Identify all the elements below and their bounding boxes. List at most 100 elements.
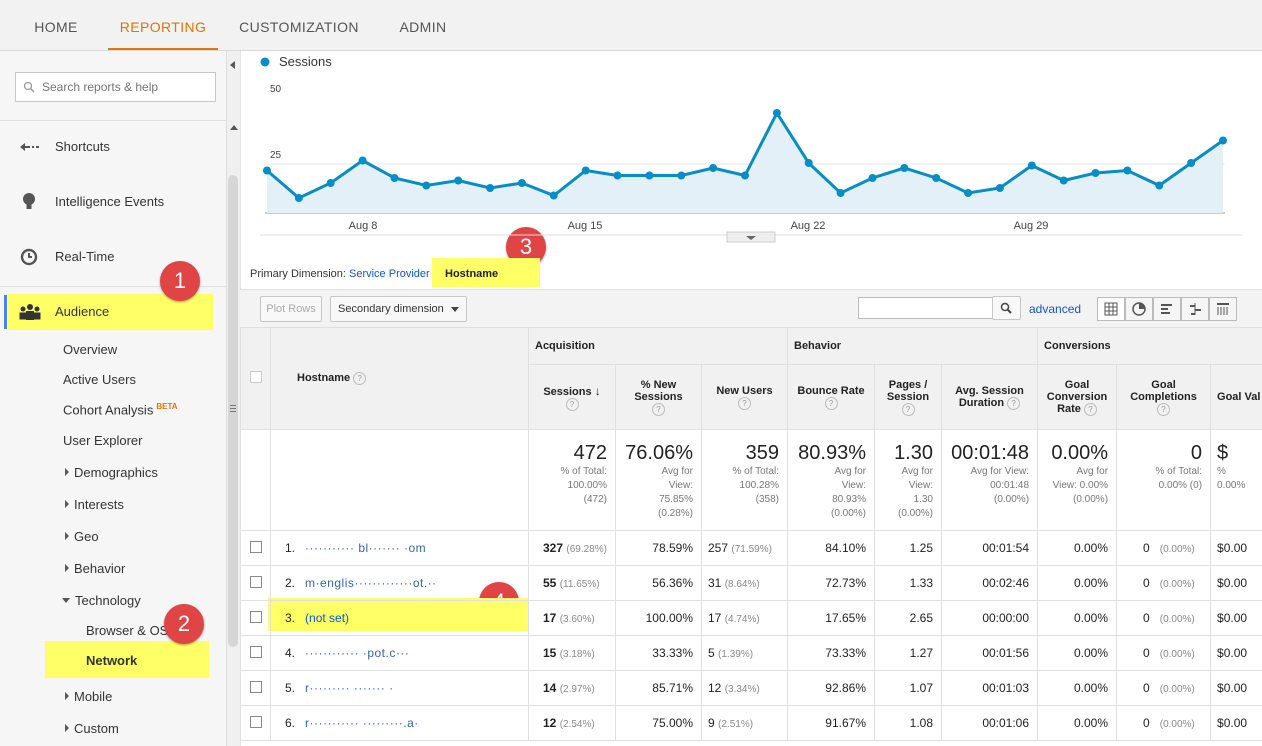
view-compare-button[interactable] [1181,297,1209,321]
sidebar-item-technology[interactable]: Technology [62,593,141,608]
data-point[interactable] [326,179,335,187]
tab-home[interactable]: HOME [34,19,78,35]
data-point[interactable] [517,179,526,187]
data-point[interactable] [358,156,367,165]
table-row[interactable]: 3. (not set) 17 (3.60%) 100.00% 17 (4.74%) 1… [240,600,1262,636]
tab-reporting[interactable]: REPORTING [108,0,218,50]
data-point[interactable] [677,171,686,180]
advanced-link[interactable]: advanced [1029,302,1082,316]
col-pages-session[interactable]: Pages / Session? [874,364,942,430]
table-row[interactable]: 1. ··········· bl······· ·om 327 (69.28%)… [240,530,1262,566]
help-icon[interactable]: ? [1157,402,1171,416]
row-checkbox[interactable] [249,715,262,728]
table-search-input[interactable] [858,297,994,319]
col-new-users[interactable]: New Users? [701,364,788,430]
hostname-link[interactable]: m·englis·············ot.·· [305,576,437,590]
data-point[interactable] [1187,159,1196,167]
help-icon[interactable]: ? [738,396,751,410]
search-input[interactable] [40,79,214,95]
sidebar-item-user-explorer[interactable]: User Explorer [63,433,143,448]
data-point[interactable] [645,171,654,180]
table-search-button[interactable] [992,296,1021,320]
hostname-link[interactable]: ············ ·pot.c··· [305,646,410,660]
data-point[interactable] [294,194,303,202]
help-icon[interactable]: ? [901,402,915,416]
tab-customization[interactable]: CUSTOMIZATION [239,19,359,35]
data-point[interactable] [613,171,622,180]
data-point[interactable] [1091,169,1100,177]
col-new-sessions[interactable]: % New Sessions? [615,364,702,430]
data-point[interactable] [772,109,781,117]
plot-rows-button[interactable]: Plot Rows [260,296,322,322]
sidebar-item-demographics[interactable]: Demographics [65,465,158,480]
row-checkbox[interactable] [249,610,262,623]
data-point[interactable] [1155,181,1164,190]
col-goal-value[interactable]: Goal Val [1210,364,1262,430]
data-point[interactable] [900,164,909,172]
sidebar-item-cohort[interactable]: Cohort Analysis BETA [63,402,178,417]
data-point[interactable] [486,184,495,192]
data-point[interactable] [741,171,749,180]
secondary-dimension-dropdown[interactable]: Secondary dimension [330,296,467,322]
help-icon[interactable]: ? [565,397,579,411]
table-row[interactable]: 4. ············ ·pot.c··· 15 (3.18%) 33.33… [240,635,1262,671]
data-point[interactable] [1027,161,1036,170]
data-point[interactable] [995,184,1004,192]
sidebar-item-interests[interactable]: Interests [65,497,124,512]
sidebar-item-active-users[interactable]: Active Users [63,372,136,387]
data-point[interactable] [1123,166,1132,175]
collapse-arrow-icon[interactable] [229,60,237,70]
scroll-up-icon[interactable] [229,124,239,132]
sidebar-item-realtime[interactable]: Real-Time [0,237,226,277]
help-icon[interactable]: ? [652,402,665,416]
help-icon[interactable]: ? [824,396,838,410]
view-pie-button[interactable] [1125,297,1153,321]
sidebar-item-shortcuts[interactable]: Shortcuts [0,127,226,167]
data-point[interactable] [422,181,431,190]
col-sessions[interactable]: Sessions ↓? [528,364,616,430]
hostname-link[interactable]: (not set) [305,611,350,625]
dimension-hostname[interactable]: Hostname [445,268,499,280]
sidebar-item-browser-os[interactable]: Browser & OS [86,623,169,638]
sidebar-item-intelligence[interactable]: Intelligence Events [0,182,226,222]
sidebar-item-audience[interactable]: Audience [0,292,226,332]
data-point[interactable] [549,191,558,200]
tab-admin[interactable]: ADMIN [399,19,447,35]
data-point[interactable] [1059,176,1068,185]
hostname-link[interactable]: ··········· bl······· ·om [305,541,427,555]
data-point[interactable] [964,189,973,197]
data-point[interactable] [263,166,271,175]
hostname-link[interactable]: r········· ······· · [305,681,394,695]
data-point[interactable] [709,164,718,172]
sidebar-item-behavior[interactable]: Behavior [65,561,125,576]
data-point[interactable] [390,174,399,182]
table-row[interactable]: 6. r··········· ·········.a· 12 (2.54%) 75… [240,705,1262,741]
data-point[interactable] [932,174,941,182]
resize-grip-icon[interactable] [229,404,237,414]
data-point[interactable] [581,166,590,175]
select-all-checkbox[interactable] [249,371,262,383]
data-point[interactable] [836,189,845,197]
row-checkbox[interactable] [249,540,262,553]
row-checkbox[interactable] [249,680,262,693]
sidebar-item-network[interactable]: Network [86,653,138,668]
data-point[interactable] [804,159,813,167]
col-bounce-rate[interactable]: Bounce Rate? [787,364,875,430]
view-pivot-button[interactable] [1209,297,1237,321]
sidebar-item-geo[interactable]: Geo [65,529,99,544]
col-goal-completions[interactable]: Goal Completions? [1116,364,1212,430]
help-icon[interactable]: ? [1083,402,1097,416]
data-point[interactable] [1219,136,1227,145]
help-icon[interactable]: ? [353,372,367,385]
data-point[interactable] [868,174,877,182]
help-icon[interactable]: ? [1007,396,1021,410]
sidebar-item-overview[interactable]: Overview [63,342,118,357]
col-goal-conversion[interactable]: Goal Conversion Rate ? [1037,364,1118,430]
view-table-button[interactable] [1097,297,1125,321]
hostname-link[interactable]: r··········· ·········.a· [305,716,419,730]
view-bar-button[interactable] [1153,297,1181,321]
sidebar-item-mobile[interactable]: Mobile [65,689,112,704]
row-checkbox[interactable] [249,645,262,658]
table-row[interactable]: 2. m·englis·············ot.·· 55 (11.65%)… [240,565,1262,601]
search-box[interactable] [15,72,216,102]
